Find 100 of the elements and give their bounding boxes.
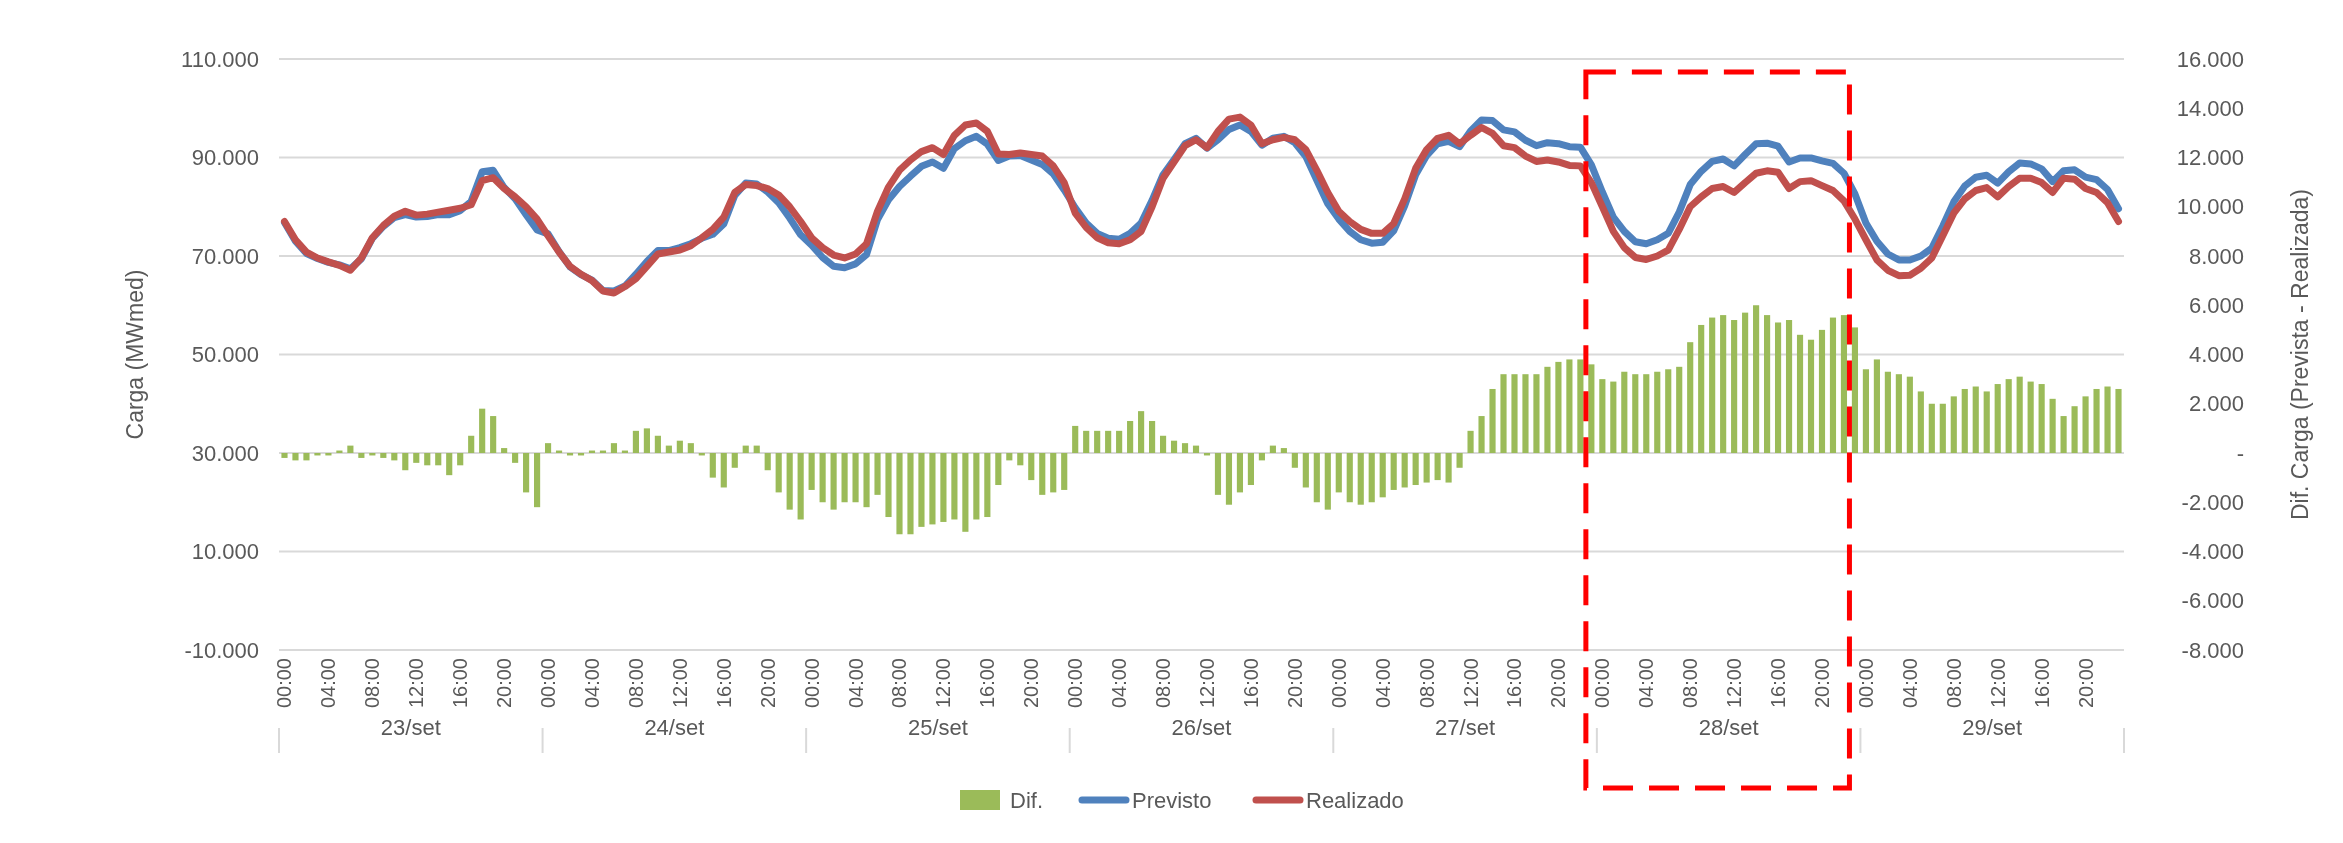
- bar: [1577, 359, 1584, 453]
- x-tick-label: 00:00: [1854, 658, 1877, 709]
- y2-tick-label: 8.000: [2188, 243, 2244, 269]
- x-tick-label: 20:00: [1283, 658, 1306, 709]
- bar: [1357, 453, 1364, 505]
- bar: [1291, 453, 1298, 468]
- bar: [1280, 448, 1287, 453]
- bar: [951, 453, 958, 520]
- y-tick-label: 110.000: [181, 46, 259, 72]
- x-tick-label: 16:00: [712, 658, 735, 709]
- bar: [654, 435, 661, 453]
- x-tick-label: 12:00: [1986, 658, 2009, 709]
- bar: [676, 440, 683, 453]
- bar: [731, 453, 738, 468]
- x-tick-label: 12:00: [1195, 658, 1218, 709]
- bar: [1654, 371, 1661, 453]
- x-tick-label: 04:00: [1898, 658, 1921, 709]
- bar: [720, 453, 727, 488]
- bar: [863, 453, 870, 508]
- y2-tick-label: 4.000: [2188, 342, 2244, 368]
- bar: [1006, 453, 1013, 461]
- text: 23/set: [380, 715, 441, 740]
- bar: [1599, 379, 1606, 453]
- bar: [457, 453, 464, 466]
- bar: [281, 453, 288, 458]
- x-tick-label: 04:00: [1635, 658, 1658, 709]
- bar: [1159, 435, 1167, 453]
- bar: [544, 443, 552, 453]
- bar: [984, 453, 991, 518]
- bar: [1500, 374, 1507, 453]
- bar: [709, 453, 716, 478]
- bar: [2027, 381, 2034, 453]
- bar: [1873, 359, 1880, 453]
- bar: [303, 453, 310, 461]
- x-tick-label: 08:00: [624, 658, 647, 709]
- x-tick-label: 08:00: [1679, 658, 1702, 709]
- y-tick-label: -10.000: [184, 637, 259, 663]
- bar: [1994, 384, 2001, 453]
- bar: [1939, 403, 1946, 453]
- bar: [1588, 364, 1595, 453]
- x-tick-label: 20:00: [1810, 658, 1833, 709]
- bar: [2104, 386, 2111, 453]
- bar: [1709, 317, 1716, 453]
- bar: [874, 453, 881, 495]
- x-tick-label: 12:00: [932, 658, 955, 709]
- bar: [1105, 430, 1112, 453]
- bar: [1895, 374, 1902, 453]
- y2-tick-label: 6.000: [2188, 292, 2244, 318]
- x-tick-label: 16:00: [1239, 658, 1262, 709]
- bar: [490, 416, 497, 453]
- bar: [1676, 366, 1683, 453]
- bar: [973, 453, 980, 520]
- x-tick-label: 04:00: [317, 658, 340, 709]
- x-tick-label: 20:00: [756, 658, 779, 709]
- y2-tick-label: -: [2236, 440, 2244, 466]
- bar: [1247, 453, 1254, 486]
- bar: [1072, 425, 1079, 453]
- bar: [1818, 329, 1826, 453]
- bar: [1742, 312, 1749, 453]
- bar: [940, 453, 947, 522]
- bar: [1884, 371, 1891, 453]
- bar: [1829, 317, 1837, 453]
- x-tick-label: 04:00: [1371, 658, 1394, 709]
- bar: [1335, 453, 1342, 493]
- x-tick-label: 08:00: [1152, 658, 1175, 709]
- bar: [2082, 396, 2089, 453]
- y2-tick-label: 16.000: [2176, 46, 2244, 72]
- bar: [929, 453, 936, 525]
- bar: [1972, 386, 1979, 453]
- bar: [1083, 430, 1090, 453]
- bar: [1840, 315, 1848, 453]
- x-tick-label: 00:00: [800, 658, 823, 709]
- bar: [1928, 403, 1935, 453]
- y-tick-label: 70.000: [191, 243, 259, 269]
- bar: [1555, 361, 1562, 453]
- bar: [1511, 374, 1518, 453]
- text: 26/set: [1171, 715, 1232, 740]
- bar: [918, 453, 925, 527]
- x-tick-label: 20:00: [1547, 658, 1570, 709]
- bar: [1401, 453, 1408, 488]
- bar: [1423, 453, 1430, 483]
- bar: [1445, 453, 1452, 483]
- bar: [1149, 420, 1156, 453]
- x-tick-label: 00:00: [537, 658, 560, 709]
- x-tick-label: 20:00: [493, 658, 516, 709]
- bar: [1478, 416, 1485, 453]
- x-tick-label: 08:00: [361, 658, 384, 709]
- x-tick-label: 08:00: [1942, 658, 1965, 709]
- bar: [1127, 420, 1134, 453]
- x-tick-label: 00:00: [1591, 658, 1614, 709]
- y-tick-label: 30.000: [191, 440, 259, 466]
- y2-tick-label: 2.000: [2188, 391, 2244, 417]
- bar: [534, 453, 541, 508]
- bar: [1731, 320, 1738, 453]
- x-tick-label: 12:00: [405, 658, 428, 709]
- bar: [479, 408, 486, 453]
- bar: [742, 445, 749, 453]
- bar: [292, 453, 299, 461]
- bar: [1181, 443, 1189, 453]
- y2-tick-label: -2.000: [2181, 489, 2244, 515]
